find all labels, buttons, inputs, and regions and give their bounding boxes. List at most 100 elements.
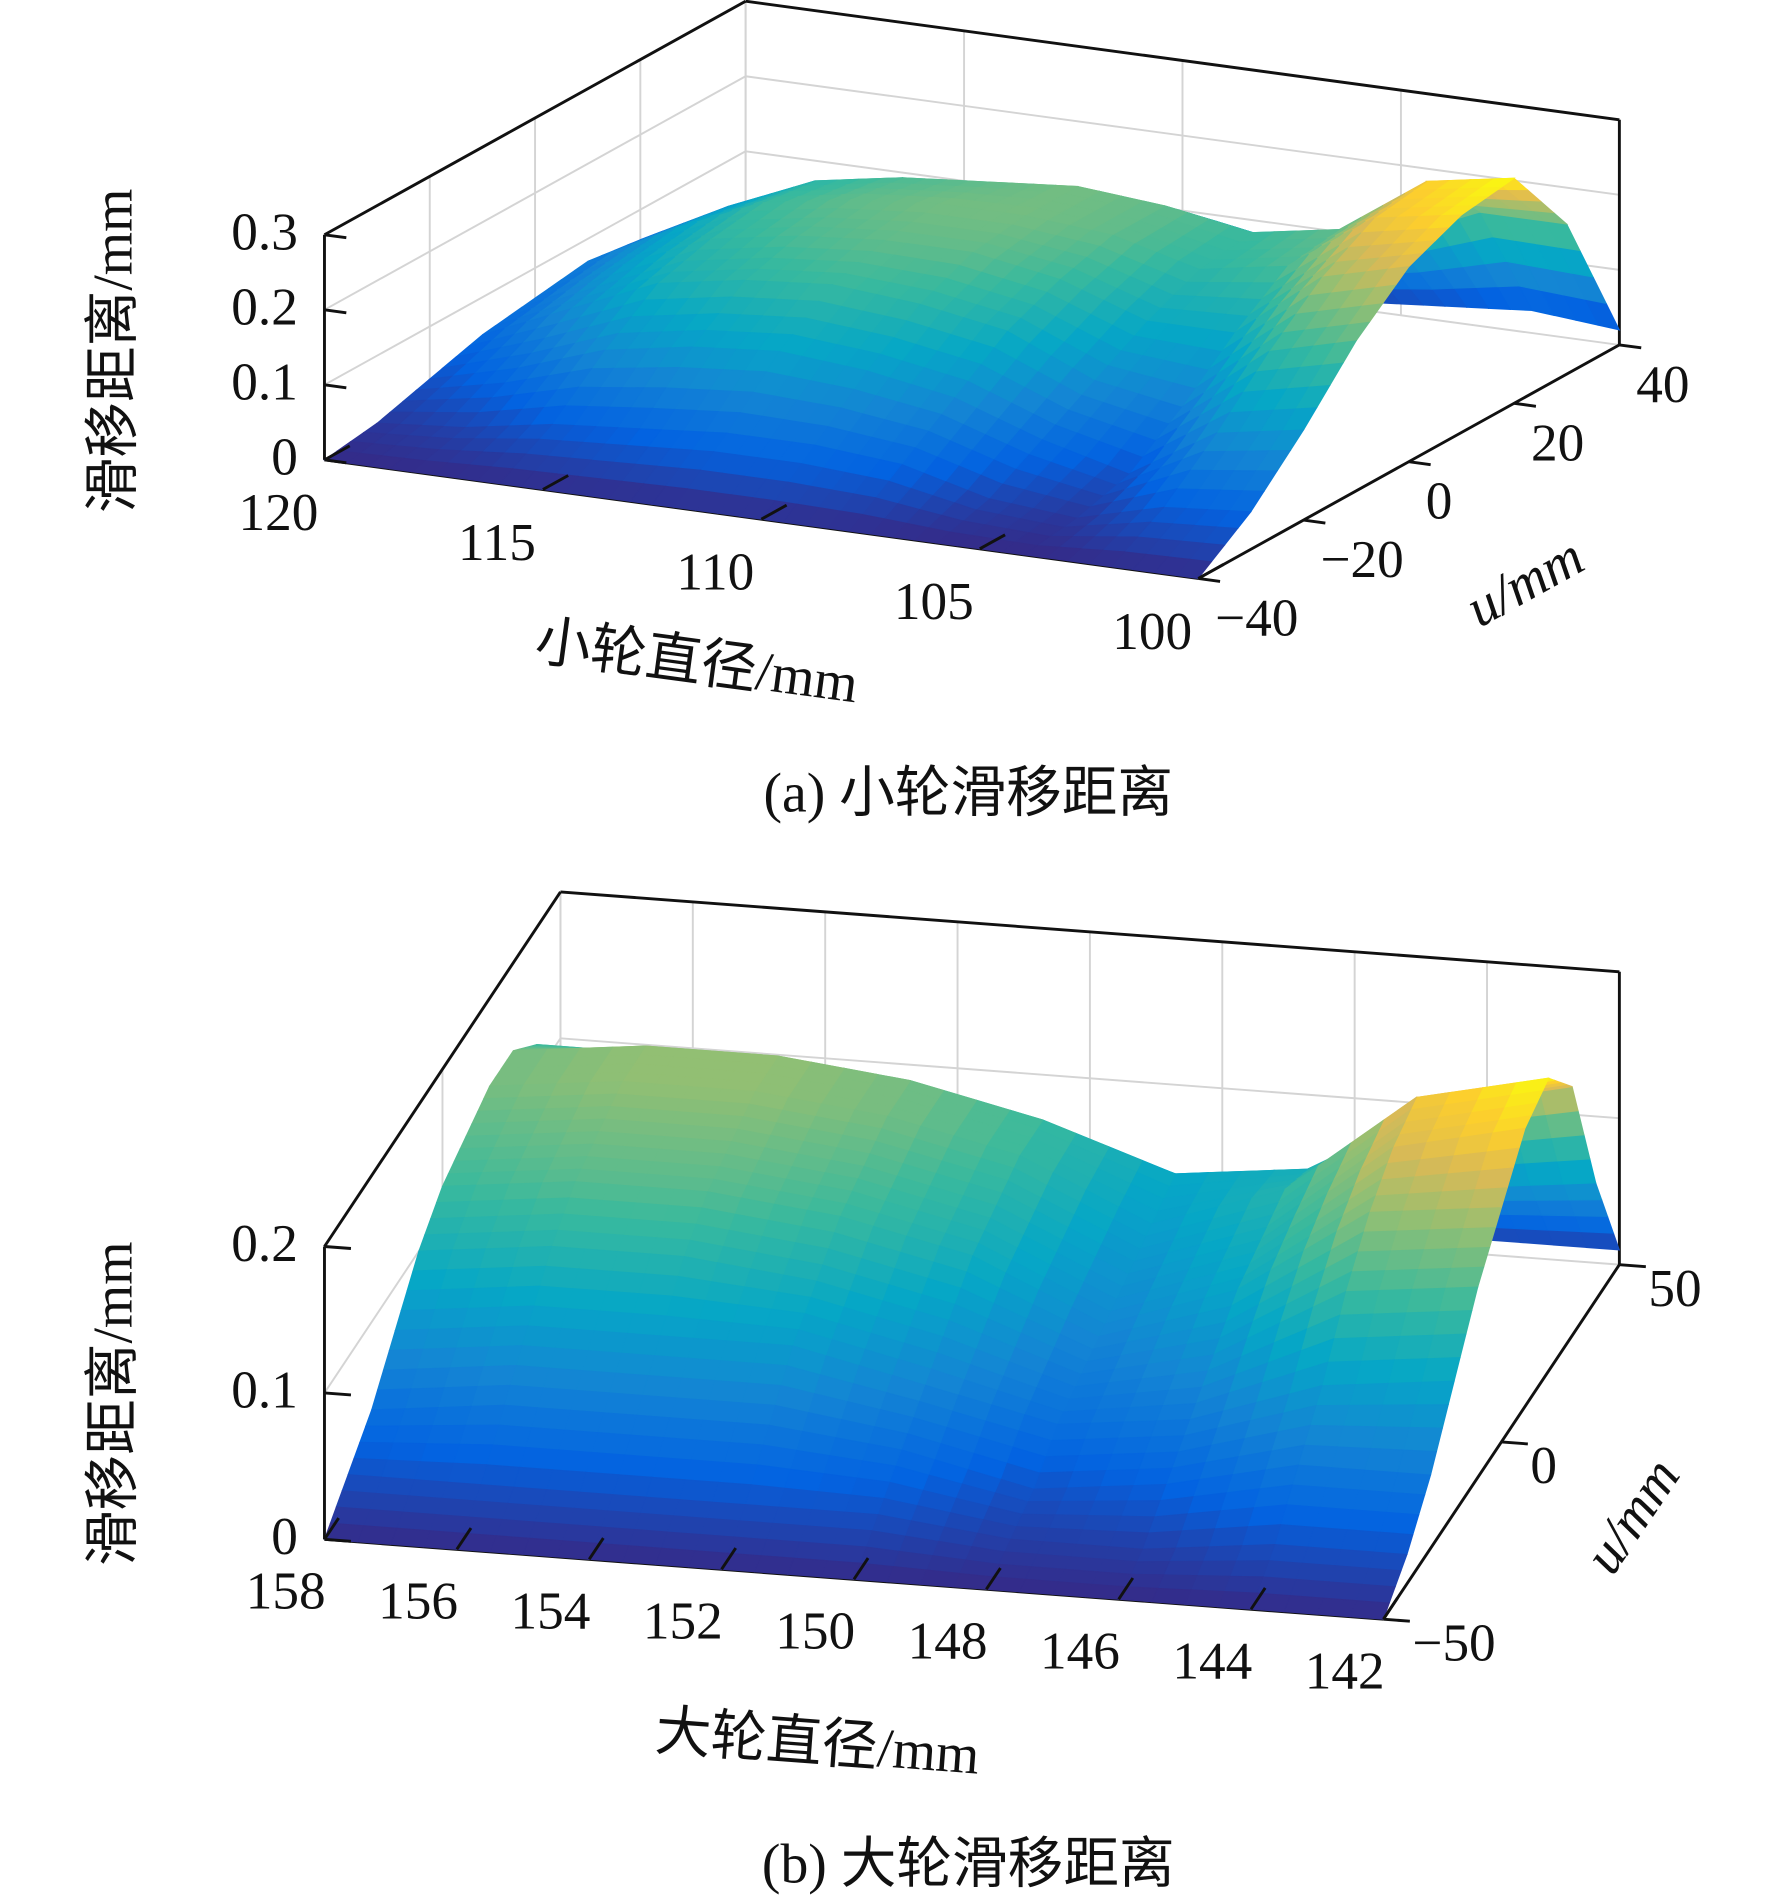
surface-patch — [629, 1414, 671, 1439]
surface-patch — [512, 1466, 554, 1491]
surface-patch — [752, 1342, 793, 1367]
surface-patch — [654, 1547, 696, 1568]
surface-patch — [1348, 1382, 1389, 1406]
surface-patch — [810, 1491, 851, 1513]
surface-patch — [732, 1520, 774, 1540]
surface-patch — [419, 1443, 460, 1464]
surface-patch — [424, 1217, 465, 1236]
surface-patch — [356, 1525, 398, 1545]
surface-patch — [717, 1461, 758, 1486]
surface-patch — [1295, 1562, 1336, 1583]
surface-patch — [1309, 1404, 1350, 1427]
y-tick-label: 20 — [1531, 413, 1584, 472]
surface-patch — [633, 1512, 674, 1533]
surface-patch — [485, 1444, 526, 1468]
surface-patch — [621, 1545, 662, 1565]
surface-patch — [614, 1352, 655, 1377]
surface-patch — [509, 1365, 550, 1389]
surface-patch — [499, 1285, 541, 1308]
surface-patch — [602, 1392, 643, 1416]
x-tick-label: 105 — [894, 572, 974, 631]
surface-patch — [628, 1202, 669, 1223]
surface-patch — [565, 1288, 607, 1312]
surface-patch — [1262, 1560, 1303, 1580]
surface-patch — [753, 1555, 795, 1575]
z-axis-label: 滑移距离/mm — [83, 1241, 145, 1566]
surface-patch — [1355, 1583, 1396, 1604]
surface-patch — [659, 1315, 700, 1339]
surface-patch — [599, 1290, 640, 1314]
surface-patch — [368, 1492, 410, 1513]
surface-patch — [1108, 1530, 1149, 1550]
surface-patch — [505, 1265, 546, 1288]
surface-patch — [627, 1528, 668, 1549]
grid-line — [324, 75, 747, 311]
surface-patch — [634, 1186, 675, 1206]
surface-patch — [831, 1527, 873, 1548]
ticks: 142 144 146 148 150 152 154 156 158 −50 0 50 0 0.1 0.2 — [231, 1214, 1701, 1700]
surface-patch — [1316, 1597, 1357, 1618]
surface-patch — [479, 1464, 521, 1488]
surface-patch — [1342, 1404, 1383, 1428]
y-tick — [1383, 1617, 1410, 1623]
box-edge — [323, 891, 562, 1248]
surface-patch — [1334, 1548, 1375, 1569]
surface-patch — [1330, 1446, 1371, 1471]
surface-patch — [501, 1502, 542, 1523]
surface-patch — [554, 1327, 595, 1352]
surface-patch — [445, 1248, 486, 1271]
surface-patch — [359, 1425, 400, 1444]
grid-line — [745, 75, 1620, 196]
surface-patch — [1408, 1404, 1449, 1429]
x-tick — [720, 1547, 737, 1571]
surface-patch — [661, 1204, 702, 1225]
surface-patch — [723, 1442, 764, 1466]
surface-patch — [439, 1268, 480, 1291]
surface-patch — [418, 1233, 459, 1252]
surface-patch — [750, 1464, 791, 1489]
surface-patch — [1377, 1269, 1419, 1292]
surface-patch — [711, 1481, 752, 1506]
surface-patch — [1517, 1137, 1558, 1164]
surface-patch — [556, 1213, 597, 1234]
surface-patch — [1528, 1183, 1570, 1201]
y-axis-label: u/mm — [1572, 1447, 1693, 1584]
surface-patch — [616, 1234, 658, 1255]
z-tick — [324, 458, 347, 465]
surface-patch — [1307, 1526, 1348, 1551]
surface-patch — [353, 1441, 394, 1461]
surface-patch — [434, 1497, 476, 1518]
surface-patch — [746, 1362, 788, 1386]
surface-patch — [575, 1369, 616, 1394]
surface-patch — [365, 1408, 406, 1427]
surface-patch — [1229, 1560, 1270, 1578]
surface-patch — [657, 1437, 698, 1461]
surface-patch — [581, 1350, 622, 1374]
surface-patch — [522, 1537, 563, 1558]
surface-patch — [335, 1490, 376, 1510]
surface-patch — [738, 1504, 779, 1524]
surface-patch — [1361, 1567, 1402, 1588]
surface-patch — [518, 1446, 560, 1471]
x-tick — [542, 474, 569, 491]
y-tick-label: −50 — [1412, 1613, 1495, 1672]
surface-patch — [395, 1511, 437, 1532]
surface-patch — [406, 1269, 447, 1292]
z-tick-label: 0.3 — [231, 202, 298, 261]
surface-patch — [1349, 1600, 1390, 1620]
surface-patch — [666, 1515, 707, 1535]
surface-patch — [798, 1525, 840, 1545]
surface-patch — [544, 1245, 585, 1270]
x-tick-label: 100 — [1112, 602, 1192, 661]
box-edge — [560, 890, 1620, 974]
surface-patch — [579, 1471, 620, 1496]
surface-patch — [407, 1479, 449, 1499]
surface-patch — [555, 1540, 596, 1560]
surface-patch — [674, 1377, 716, 1401]
surface-patch — [464, 1404, 505, 1426]
surface-patch — [787, 1557, 828, 1578]
surface-patch — [1422, 1228, 1464, 1251]
surface-patch — [1223, 1575, 1264, 1594]
surface-patch — [1312, 1506, 1354, 1531]
surface-patch — [571, 1268, 613, 1292]
